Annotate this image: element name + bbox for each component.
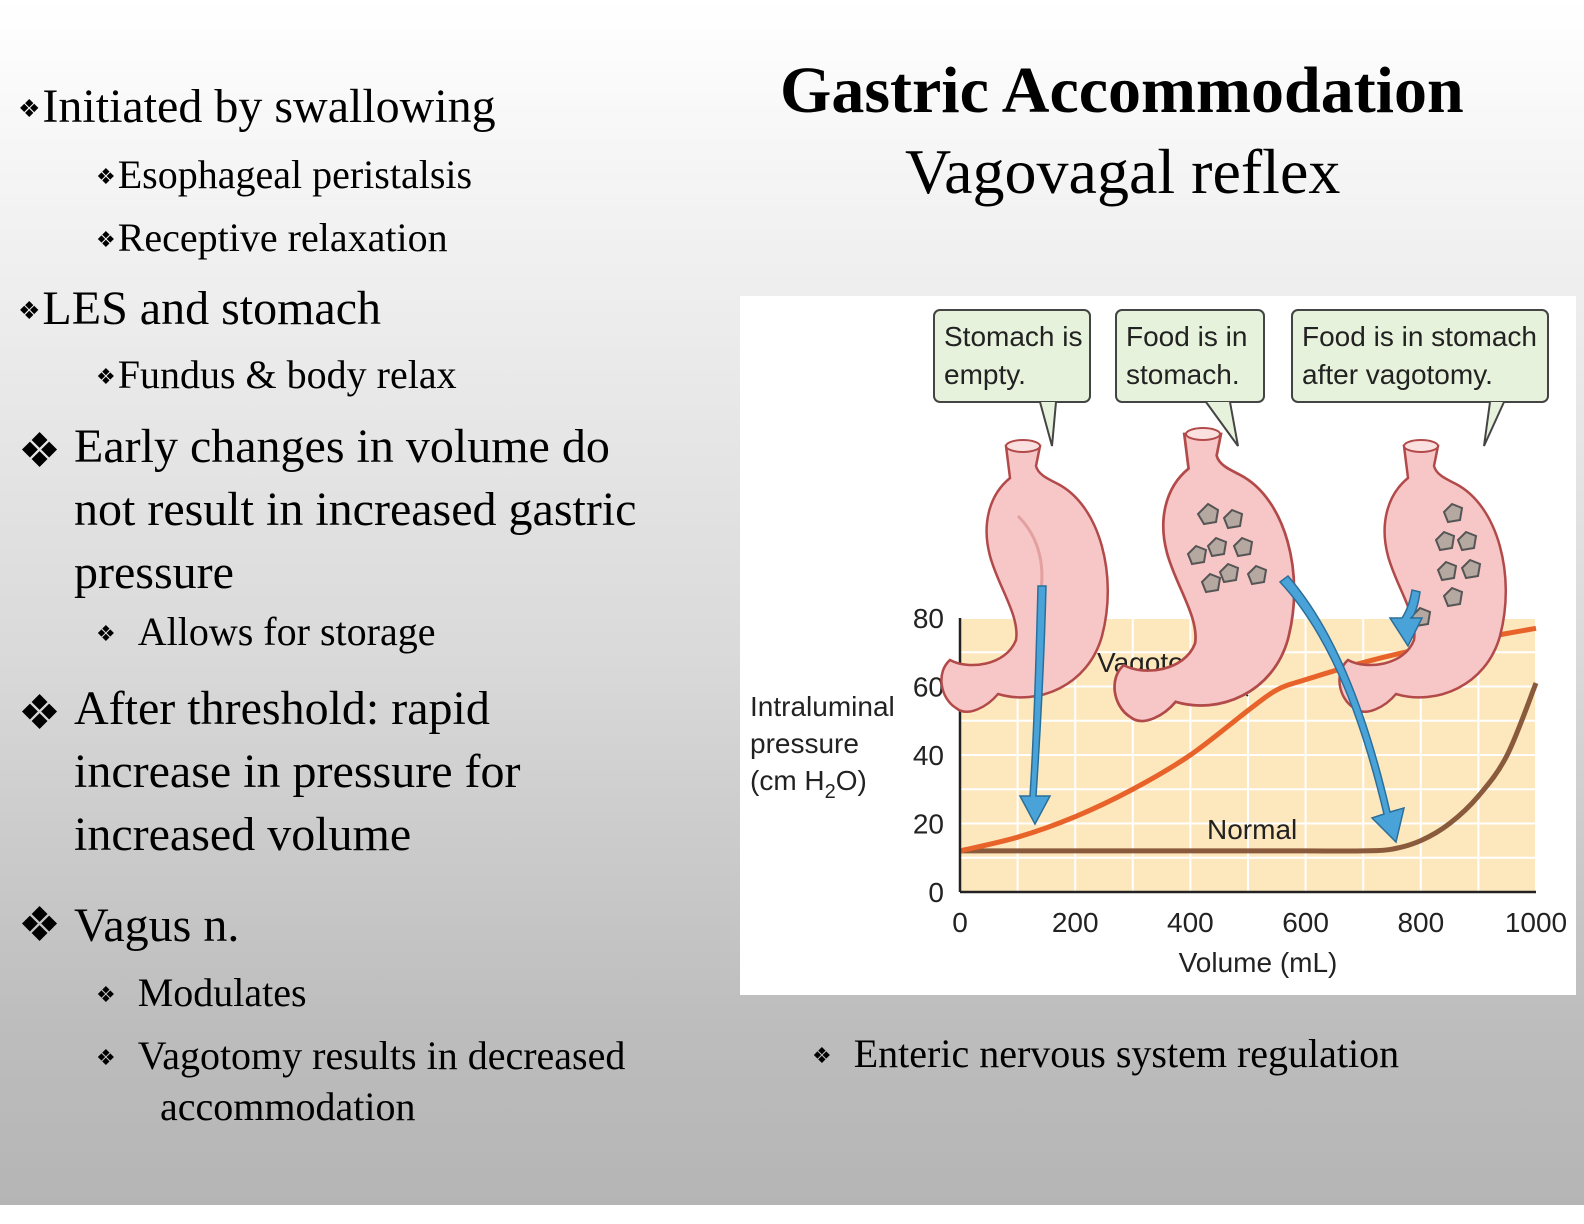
y-tick-label: 40 bbox=[913, 740, 944, 771]
stomach-empty-illustration bbox=[940, 439, 1110, 713]
page-title: Gastric Accommodation bbox=[780, 54, 1464, 127]
bullet-icon: ❖ bbox=[18, 95, 41, 123]
figure-svg: 0 200 400 600 800 1000 0 20 40 60 80 Volume (mL) I… bbox=[750, 309, 1567, 978]
bullet-icon: ❖ bbox=[18, 899, 62, 952]
sub-bullet-modulates: ❖ Modulates bbox=[96, 970, 307, 1015]
arrow-vagotomy bbox=[1388, 589, 1424, 648]
bullet-icon: ❖ bbox=[18, 297, 41, 325]
series-label-normal: Normal bbox=[1207, 814, 1297, 845]
x-tick-label: 200 bbox=[1052, 907, 1099, 938]
series-line-normal bbox=[960, 682, 1539, 854]
bullet-early-changes: Early changes in volume do not result in… bbox=[74, 420, 637, 599]
arrow-empty bbox=[1018, 585, 1052, 826]
svg-text:Food is in stomach a: Food is in stomach after vagotomy. bbox=[1302, 321, 1545, 390]
bullet-icon: ❖ bbox=[96, 164, 116, 190]
sub-bullet-receptive: ❖Receptive relaxation bbox=[96, 215, 448, 260]
y-tick-label: 20 bbox=[913, 809, 944, 840]
arrow-food bbox=[1278, 574, 1406, 844]
x-tick-label: 0 bbox=[952, 907, 968, 938]
tick-labels: 0 200 400 600 800 1000 0 20 40 60 80 bbox=[913, 603, 1567, 938]
y-tick-label: 0 bbox=[928, 877, 944, 908]
bullet-icon: ❖ bbox=[18, 425, 62, 478]
x-tick-label: 1000 bbox=[1505, 907, 1567, 938]
accommodation-figure: 0 200 400 600 800 1000 0 20 40 60 80 Volume (mL) I… bbox=[740, 296, 1576, 995]
callout-food: Food is in stomach. bbox=[1115, 309, 1265, 447]
bullet-initiated: ❖Initiated by swallowing bbox=[18, 80, 496, 133]
sub-bullet-esophageal: ❖Esophageal peristalsis bbox=[96, 152, 473, 197]
bullet-icon: ❖ bbox=[96, 621, 116, 647]
svg-text:Stomach is empty.: Stomach is empty. bbox=[944, 321, 1090, 390]
y-tick-label: 60 bbox=[913, 672, 944, 703]
sub-bullet-vagotomy: ❖ Vagotomy results in decreased bbox=[96, 1033, 626, 1078]
x-tick-label: 400 bbox=[1167, 907, 1214, 938]
bullet-icon: ❖ bbox=[96, 1045, 116, 1071]
x-tick-label: 600 bbox=[1282, 907, 1329, 938]
bullet-icon: ❖ bbox=[96, 982, 116, 1008]
x-axis-label: Volume (mL) bbox=[1179, 947, 1338, 978]
callout-empty: Stomach is empty. bbox=[933, 309, 1091, 447]
stomach-vagotomy-illustration bbox=[1338, 439, 1508, 713]
bullet-les: ❖LES and stomach bbox=[18, 282, 382, 335]
callout-vagotomy: Food is in stomach after vagotomy. bbox=[1291, 309, 1549, 447]
sub-bullet-storage: ❖ Allows for storage bbox=[96, 609, 436, 654]
bullet-icon: ❖ bbox=[96, 364, 116, 390]
page-subtitle: Vagovagal reflex bbox=[905, 136, 1341, 207]
y-axis-label: Intraluminal pressure (cm H2O) bbox=[750, 691, 903, 803]
x-tick-label: 800 bbox=[1397, 907, 1444, 938]
bullet-enteric: ❖ Enteric nervous system regulation bbox=[812, 1031, 1400, 1076]
bullet-icon: ❖ bbox=[96, 227, 116, 253]
sub-bullet-fundus: ❖Fundus & body relax bbox=[96, 352, 457, 397]
bullet-after-threshold: After threshold: rapid increase in press… bbox=[74, 682, 521, 861]
bullet-vagus: Vagus n. bbox=[74, 899, 240, 952]
stomach-food-illustration bbox=[1113, 427, 1296, 723]
svg-text:Food is in stomach.: Food is in stomach. bbox=[1126, 321, 1255, 390]
sub-bullet-vagotomy-cont: accommodation bbox=[160, 1084, 416, 1129]
bullet-icon: ❖ bbox=[812, 1043, 832, 1069]
y-tick-label: 80 bbox=[913, 603, 944, 634]
arrows bbox=[1018, 574, 1424, 844]
bullet-icon: ❖ bbox=[18, 687, 62, 740]
